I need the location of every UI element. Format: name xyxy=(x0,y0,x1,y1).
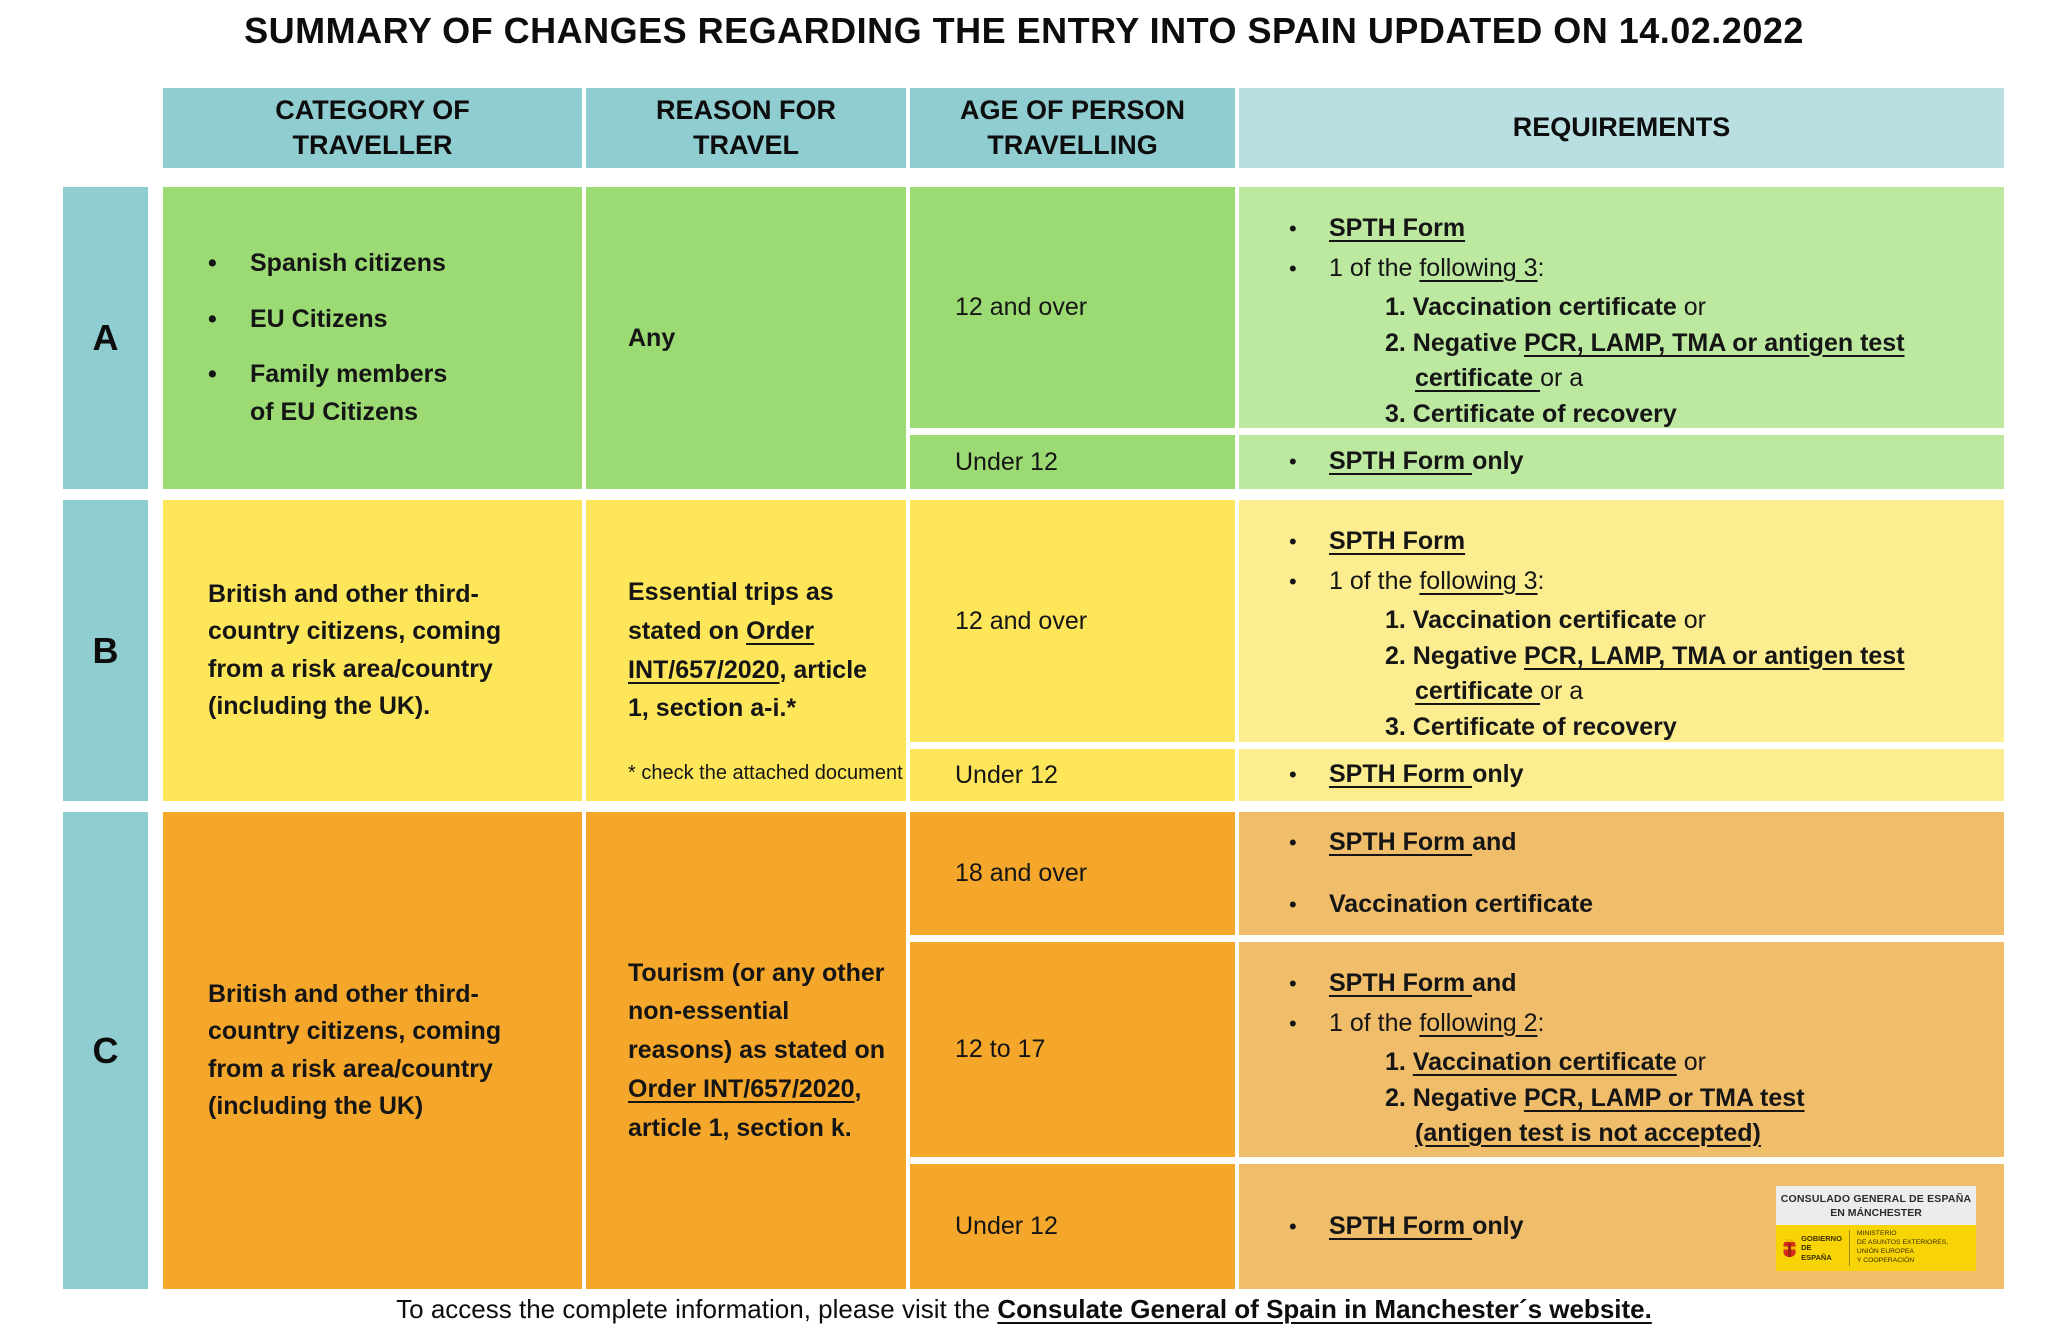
ministerio-label: MINISTERIO DE ASUNTOS EXTERIORES, UNIÓN … xyxy=(1848,1230,1970,1266)
req-vaccination-certificate: Vaccination certificate xyxy=(1289,887,1986,923)
row-a-bullet-spanish-citizens: Spanish citizens xyxy=(208,245,554,283)
bullet-text: EU Citizens xyxy=(250,304,388,333)
row-b-reason-cell: Essential trips as stated on Order INT/6… xyxy=(586,500,906,801)
row-a-age-12-and-over: 12 and over xyxy=(910,187,1235,428)
req-item-vaccination: 1. Vaccination certificate or xyxy=(1385,293,1706,321)
row-a-bullet-eu-citizens: EU Citizens xyxy=(208,301,554,339)
header-age-of-person: AGE OF PERSON TRAVELLING xyxy=(910,88,1235,168)
req-item-recovery: 3. Certificate of recovery xyxy=(1385,399,1677,428)
header-reason-for-travel: REASON FOR TRAVEL xyxy=(586,88,906,168)
row-b-age-12-and-over: 12 and over xyxy=(910,500,1235,742)
reason-footnote: * check the attached document xyxy=(628,762,903,784)
spth-form-text: SPTH Form xyxy=(1329,447,1473,476)
req-spth-form: SPTH Form xyxy=(1289,524,1986,560)
row-label-c: C xyxy=(63,812,148,1289)
row-c-age-12-to-17: 12 to 17 xyxy=(910,942,1235,1157)
row-label-a: A xyxy=(63,187,148,489)
row-label-b: B xyxy=(63,500,148,801)
row-a-requirements-under-12: SPTH Form only xyxy=(1239,435,2004,489)
row-a-reason-cell: Any xyxy=(586,187,906,489)
req-item-negative-test: 2. Negative PCR, LAMP, TMA or antigen te… xyxy=(1385,641,1905,670)
row-b-requirements-under-12: SPTH Form only xyxy=(1239,749,2004,801)
row-c-requirements-12-to-17: SPTH Form and 1 of the following 2: 1. V… xyxy=(1239,942,2004,1157)
footer-note: To access the complete information, plea… xyxy=(0,1294,2048,1325)
spain-coat-of-arms-icon xyxy=(1783,1238,1796,1258)
row-c-age-under-12: Under 12 xyxy=(910,1164,1235,1289)
page-title: SUMMARY OF CHANGES REGARDING THE ENTRY I… xyxy=(244,10,1804,51)
row-b-age-under-12: Under 12 xyxy=(910,749,1235,801)
req-spth-only: SPTH Form only xyxy=(1289,757,1986,793)
req-one-of-following: 1 of the following 3: xyxy=(1289,564,1986,600)
consulate-logo-title: CONSULADO GENERAL DE ESPAÑA EN MÁNCHESTE… xyxy=(1776,1186,1976,1225)
footer-text: To access the complete information, plea… xyxy=(396,1294,998,1324)
req-item-antigen-note: (antigen test is not accepted) xyxy=(1415,1119,1761,1147)
row-c-reason-cell: Tourism (or any other non-essential reas… xyxy=(586,812,906,1289)
reason-text: Any xyxy=(628,323,676,352)
header-category-of-traveller: CATEGORY OF TRAVELLER xyxy=(163,88,582,168)
consulate-name-line1: CONSULADO GENERAL DE ESPAÑA xyxy=(1780,1193,1972,1205)
government-banner: GOBIERNO DE ESPAÑA MINISTERIO DE ASUNTOS… xyxy=(1776,1225,1976,1271)
consulate-logo: CONSULADO GENERAL DE ESPAÑA EN MÁNCHESTE… xyxy=(1776,1186,1976,1271)
one-of-text: 1 of the following 3: xyxy=(1329,566,1545,595)
row-b-category-cell: British and other third-country citizens… xyxy=(163,500,582,801)
bullet-text: Spanish citizens xyxy=(250,249,446,277)
req-spth-and: SPTH Form and xyxy=(1289,966,1986,1002)
req-one-of-following: 1 of the following 3: xyxy=(1289,251,1986,287)
req-spth-only: SPTH Form only xyxy=(1289,1209,1986,1245)
req-item-vaccination: 1. Vaccination certificate or xyxy=(1385,606,1706,634)
req-item-negative-test: 2. Negative PCR, LAMP, TMA or antigen te… xyxy=(1385,328,1905,357)
req-item-recovery: 3. Certificate of recovery xyxy=(1385,712,1677,741)
reason-text: Essential trips as stated on Order INT/6… xyxy=(628,578,868,723)
row-c-category-cell: British and other third-country citizens… xyxy=(163,812,582,1289)
consulate-website-link[interactable]: Consulate General of Spain in Manchester… xyxy=(997,1294,1652,1324)
spth-form-text: SPTH Form xyxy=(1329,1211,1473,1240)
req-spth-and: SPTH Form and xyxy=(1289,825,1986,861)
spth-form-text: SPTH Form xyxy=(1329,969,1473,997)
spth-form-text: SPTH Form xyxy=(1329,828,1473,856)
category-text: British and other third-country citizens… xyxy=(208,979,502,1121)
bullet-text: Family members of EU Citizens xyxy=(250,360,448,426)
row-a-category-cell: Spanish citizens EU Citizens Family memb… xyxy=(163,187,582,489)
row-a-requirements-12-and-over: SPTH Form 1 of the following 3: 1. Vacci… xyxy=(1239,187,2004,428)
reason-text: Tourism (or any other non-essential reas… xyxy=(628,958,886,1142)
req-item-negative-test: 2. Negative PCR, LAMP or TMA test xyxy=(1385,1083,1805,1112)
consulate-name-line2: EN MÁNCHESTER xyxy=(1830,1207,1922,1219)
one-of-text: 1 of the following 3: xyxy=(1329,253,1545,282)
category-text: British and other third-country citizens… xyxy=(208,579,502,721)
req-spth-form: SPTH Form xyxy=(1289,211,1986,247)
row-c-requirements-18-and-over: SPTH Form and Vaccination certificate xyxy=(1239,812,2004,935)
header-requirements: REQUIREMENTS xyxy=(1239,88,2004,168)
spth-form-text: SPTH Form xyxy=(1329,214,1466,242)
row-b-requirements-12-and-over: SPTH Form 1 of the following 3: 1. Vacci… xyxy=(1239,500,2004,742)
req-one-of-following: 1 of the following 2: xyxy=(1289,1006,1986,1042)
spth-form-text: SPTH Form xyxy=(1329,527,1466,555)
req-item-negative-test-line2: certificate or a xyxy=(1415,364,1584,392)
spth-form-text: SPTH Form xyxy=(1329,760,1473,789)
req-item-negative-test-line2: certificate or a xyxy=(1415,677,1584,705)
one-of-text: 1 of the following 2: xyxy=(1329,1008,1545,1037)
gobierno-de-espana-label: GOBIERNO DE ESPAÑA xyxy=(1801,1233,1842,1262)
req-item-vaccination: 1. Vaccination certificate or xyxy=(1385,1048,1706,1076)
row-a-bullet-family-members: Family members of EU Citizens xyxy=(208,356,554,431)
row-c-age-18-and-over: 18 and over xyxy=(910,812,1235,935)
req-spth-only: SPTH Form only xyxy=(1289,444,1986,480)
row-a-age-under-12: Under 12 xyxy=(910,435,1235,489)
